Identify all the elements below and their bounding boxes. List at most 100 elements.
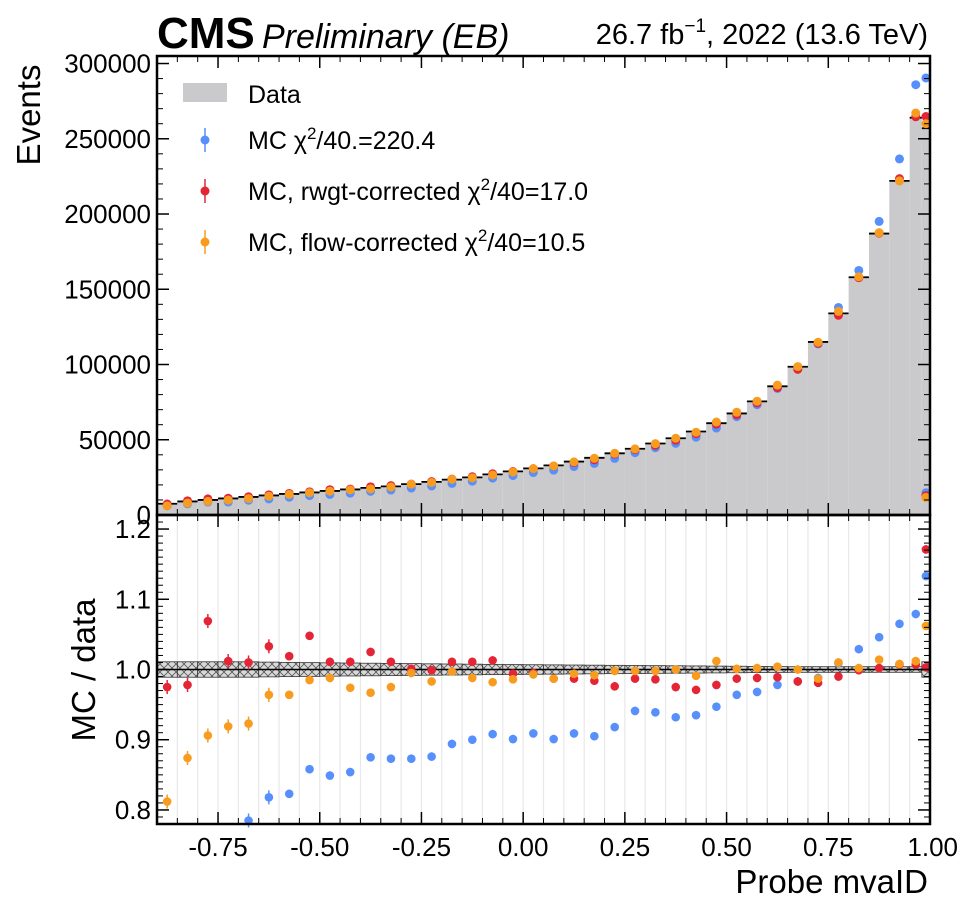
data-bar <box>279 493 300 515</box>
rwgt-ratio-marker <box>183 680 192 690</box>
x-tick-label: 0.00 <box>498 832 549 862</box>
flow-ratio-marker <box>366 688 375 697</box>
data-bar <box>807 341 829 515</box>
rwgt-marker <box>921 111 931 121</box>
flow-marker <box>284 489 294 499</box>
rwgt-ratio-marker <box>244 658 253 667</box>
data-bar <box>848 277 869 515</box>
ratio-y-tick-label: 0.8 <box>115 795 151 825</box>
rwgt-ratio-marker <box>712 680 721 690</box>
rwgt-ratio-marker <box>223 656 233 666</box>
flow-ratio-marker <box>610 666 619 676</box>
flow-marker <box>325 486 335 496</box>
flow-marker <box>162 501 172 511</box>
data-bar <box>889 180 910 515</box>
rwgt-ratio-marker <box>386 657 396 667</box>
x-axis-title: Probe mvaID <box>735 863 928 900</box>
flow-marker <box>264 491 274 501</box>
rwgt-ratio-marker <box>921 545 931 554</box>
rwgt-ratio-marker <box>162 682 172 692</box>
data-bar <box>441 479 463 515</box>
mc-marker <box>894 154 904 164</box>
data-bar <box>665 438 686 515</box>
flow-marker <box>894 176 904 186</box>
ratio-panel: 0.8 0.9 1.0 1.1 1.2 -0.75 -0.50 -0.25 0.00 0.25 0.… <box>115 514 958 862</box>
legend-flow-marker <box>200 237 210 247</box>
flow-marker <box>244 494 254 504</box>
data-bar <box>482 474 503 515</box>
data-bar <box>360 487 381 515</box>
data-bar <box>909 117 922 516</box>
rwgt-ratio-marker <box>630 674 640 683</box>
x-tick-label: 0.75 <box>803 832 854 862</box>
x-tick-label: -0.75 <box>188 832 247 862</box>
data-bar <box>380 486 402 515</box>
flow-marker <box>223 495 233 505</box>
rwgt-ratio-marker <box>752 673 762 683</box>
mc-ratio-marker <box>468 735 477 745</box>
flow-ratio-marker <box>921 621 931 631</box>
flow-marker <box>732 407 742 417</box>
flow-marker <box>772 380 782 390</box>
flow-marker <box>366 484 376 494</box>
y-tick-label: 100000 <box>64 350 151 380</box>
flow-ratio-marker <box>773 662 782 671</box>
flow-ratio-marker <box>911 656 921 666</box>
rwgt-ratio-marker <box>488 656 497 665</box>
mc-ratio-marker <box>406 754 416 763</box>
flow-ratio-marker <box>447 667 457 676</box>
mc-ratio-marker <box>651 708 660 717</box>
flow-marker <box>345 485 355 495</box>
x-tick-label: 1.00 <box>907 832 958 862</box>
y-axis-title-main: Events <box>10 65 47 166</box>
rwgt-ratio-marker <box>203 616 213 626</box>
ratio-y-tick-label: 1.2 <box>115 514 151 544</box>
rwgt-ratio-marker <box>427 665 436 675</box>
mc-marker <box>911 80 921 90</box>
mc-ratio-marker <box>447 739 457 749</box>
flow-marker <box>813 337 823 347</box>
flow-marker <box>447 474 457 484</box>
data-bar <box>197 499 219 515</box>
data-bar <box>685 431 707 515</box>
flow-ratio-marker <box>427 677 436 686</box>
mc-ratio-marker <box>488 729 497 739</box>
rwgt-ratio-marker <box>345 657 355 667</box>
data-bar <box>584 457 605 515</box>
lumi-label: 26.7 fb−1, 2022 (13.6 TeV) <box>596 16 928 51</box>
flow-ratio-marker <box>549 674 558 683</box>
ratio-frame <box>155 513 932 826</box>
flow-ratio-marker <box>630 666 640 676</box>
legend-mc-label: MC χ2/40.=220.4 <box>248 124 435 155</box>
mc-marker <box>921 73 931 83</box>
mc-ratio-marker <box>305 764 314 774</box>
rwgt-ratio-marker <box>834 672 843 681</box>
data-bar <box>340 489 361 515</box>
flow-marker <box>793 362 803 372</box>
data-bar <box>401 484 422 515</box>
rwgt-ratio-marker <box>610 682 619 691</box>
rwgt-ratio-marker <box>773 672 782 682</box>
data-bar <box>787 366 808 515</box>
mc-ratio-marker <box>895 619 904 629</box>
rwgt-ratio-marker <box>284 651 294 661</box>
status-label: Preliminary (EB) <box>262 18 509 56</box>
flow-ratio-marker <box>183 753 192 763</box>
mc-ratio-marker <box>773 680 782 690</box>
flow-marker <box>630 444 640 454</box>
data-bar <box>645 443 666 515</box>
flow-ratio-marker <box>813 674 823 683</box>
mc-ratio-marker <box>569 729 579 738</box>
flow-marker <box>711 417 721 427</box>
flow-marker <box>549 461 559 471</box>
data-bar <box>258 495 280 515</box>
flow-ratio-marker <box>854 663 864 673</box>
flow-marker <box>874 228 884 238</box>
legend-flow-label: MC, flow-corrected χ2/40=10.5 <box>248 226 585 257</box>
x-tick-label: -0.25 <box>392 832 451 862</box>
flow-marker <box>427 477 437 487</box>
flow-marker <box>203 496 213 506</box>
mc-ratio-marker <box>671 712 681 722</box>
mc-marker <box>854 265 864 275</box>
mc-ratio-marker <box>264 793 274 802</box>
